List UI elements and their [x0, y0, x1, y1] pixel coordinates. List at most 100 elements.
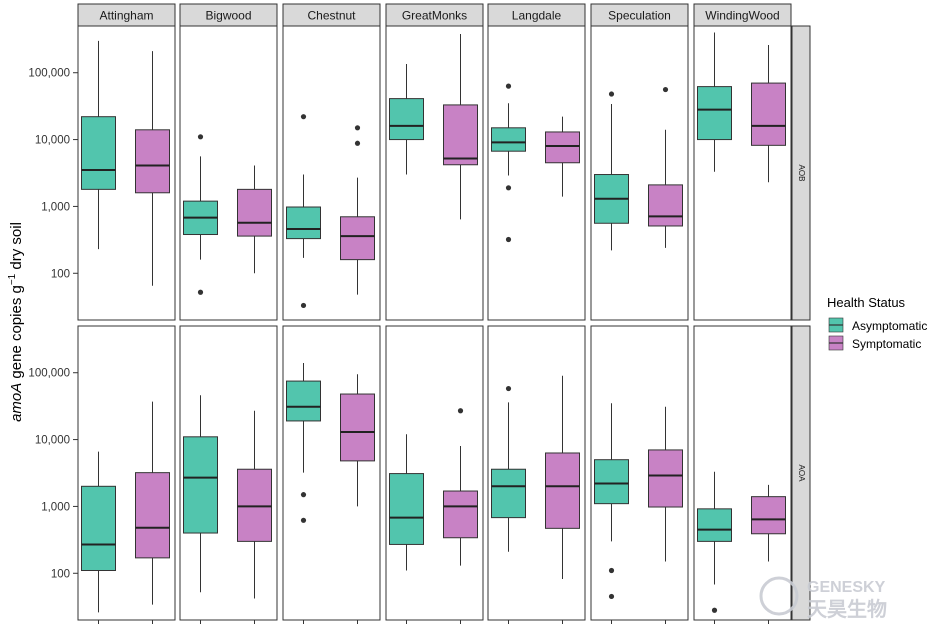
- y-tick-label: 1,000: [41, 201, 70, 213]
- box-symptomatic-attingham-aoa: [135, 401, 170, 605]
- outlier-point: [608, 91, 615, 97]
- row-strip-aoa: [791, 325, 811, 621]
- panel-aoa-windingwood: [693, 325, 792, 621]
- company-watermark: GENESKY 天昊生物: [759, 576, 887, 621]
- box-symptomatic-speculation-aoa: [648, 406, 683, 562]
- panel-aob-langdale: [487, 25, 586, 321]
- outlier-point: [197, 289, 204, 295]
- row-strip-aob: [791, 25, 811, 321]
- y-axis-title-exponent: −1: [7, 273, 18, 285]
- legend-label-asymptomatic: Asymptomatic: [852, 319, 927, 333]
- strip-label-speculation: Speculation: [608, 9, 671, 23]
- box-asymptomatic-speculation-aoa: [594, 403, 629, 600]
- box-body: [389, 98, 424, 141]
- box-symptomatic-attingham-aob: [135, 51, 170, 286]
- box-body: [81, 485, 116, 572]
- box-body: [237, 468, 272, 542]
- box-body: [751, 496, 786, 535]
- panel-aob-greatmonks: [385, 25, 484, 321]
- box-asymptomatic-langdale-aoa: [491, 385, 526, 552]
- box-body: [443, 490, 478, 539]
- outlier-point: [662, 86, 669, 93]
- box-body: [389, 473, 424, 545]
- box-asymptomatic-windingwood-aob: [697, 32, 732, 172]
- y-tick-label: 100,000: [28, 368, 70, 380]
- facet-panels: Attingham Bigwood Chestnut GreatMonks Langda…: [28, 3, 811, 624]
- strip-label-attingham: Attingham: [99, 9, 153, 23]
- panel-aob-chestnut: [282, 25, 381, 321]
- box-body: [135, 129, 170, 194]
- box-asymptomatic-chestnut-aob: [286, 114, 321, 309]
- panel-aob-speculation: [590, 25, 689, 321]
- box-asymptomatic-chestnut-aoa: [286, 362, 321, 523]
- box-asymptomatic-greatmonks-aoa: [389, 434, 424, 571]
- outlier-point: [505, 385, 512, 392]
- box-symptomatic-bigwood-aoa: [237, 410, 272, 599]
- outlier-point: [608, 593, 615, 600]
- box-body: [648, 449, 683, 508]
- y-tick-label: 100: [51, 568, 70, 580]
- outlier-point: [608, 567, 615, 574]
- box-body: [340, 216, 375, 261]
- legend-title: Health Status: [827, 295, 906, 310]
- box-symptomatic-greatmonks-aoa: [443, 408, 478, 566]
- box-body: [648, 184, 683, 227]
- box-asymptomatic-bigwood-aoa: [183, 395, 218, 593]
- strip-label-windingwood: WindingWood: [705, 9, 779, 23]
- outlier-point: [457, 408, 464, 414]
- legend-label-symptomatic: Symptomatic: [852, 337, 921, 351]
- strip-label-greatmonks: GreatMonks: [402, 9, 467, 23]
- box-body: [183, 436, 218, 534]
- box-asymptomatic-attingham-aob: [81, 40, 116, 250]
- box-asymptomatic-speculation-aob: [594, 91, 629, 251]
- box-body: [237, 188, 272, 237]
- y-tick-label: 100: [51, 268, 70, 280]
- box-body: [443, 104, 478, 166]
- outlier-point: [197, 134, 204, 140]
- outlier-point: [300, 517, 307, 523]
- y-axis-title-unit: dry soil: [8, 222, 25, 274]
- y-tick-label: 1,000: [41, 501, 70, 513]
- panel-aoa-chestnut: [282, 325, 381, 621]
- y-tick-label: 100,000: [28, 68, 70, 80]
- box-asymptomatic-windingwood-aoa: [697, 471, 732, 613]
- box-body: [286, 380, 321, 422]
- y-axis-title-gene: amoA: [8, 383, 25, 422]
- row-label-aoa: AOA: [797, 465, 806, 483]
- outlier-point: [300, 492, 307, 498]
- row-label-aob: AOB: [797, 165, 806, 182]
- strip-label-bigwood: Bigwood: [205, 9, 251, 23]
- outlier-point: [300, 302, 307, 309]
- box-symptomatic-windingwood-aoa: [751, 484, 786, 562]
- box-asymptomatic-attingham-aoa: [81, 451, 116, 613]
- box-body: [594, 459, 629, 505]
- panel-aob-bigwood: [179, 25, 278, 321]
- legend: Health Status Asymptomatic Symptomatic: [827, 295, 927, 351]
- box-symptomatic-langdale-aob: [545, 116, 580, 197]
- watermark-brand-cn: 天昊生物: [807, 597, 887, 621]
- svg-text:amoA gene copies g−1 dry soil: amoA gene copies g−1 dry soil: [7, 222, 25, 422]
- box-body: [135, 472, 170, 559]
- box-symptomatic-bigwood-aob: [237, 165, 272, 274]
- box-symptomatic-langdale-aoa: [545, 375, 580, 580]
- box-body: [491, 127, 526, 152]
- panel-aob-windingwood: [693, 25, 792, 321]
- box-body: [697, 508, 732, 542]
- y-tick-label: 10,000: [35, 135, 70, 147]
- y-tick-label: 10,000: [35, 435, 70, 447]
- outlier-point: [505, 83, 512, 89]
- outlier-point: [505, 236, 512, 243]
- outlier-point: [354, 140, 361, 146]
- box-asymptomatic-bigwood-aob: [183, 134, 218, 295]
- outlier-point: [505, 185, 512, 191]
- y-axis-title: amoA gene copies g−1 dry soil: [7, 222, 25, 422]
- box-body: [751, 82, 786, 146]
- box-body: [697, 86, 732, 141]
- outlier-point: [354, 125, 361, 131]
- box-symptomatic-chestnut-aob: [340, 125, 375, 295]
- box-body: [340, 393, 375, 462]
- box-body: [286, 206, 321, 240]
- watermark-brand: GENESKY: [807, 579, 886, 596]
- box-body: [491, 468, 526, 519]
